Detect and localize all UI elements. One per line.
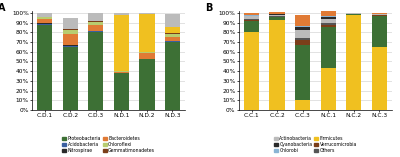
Bar [270,20,285,110]
Bar [270,14,285,15]
Bar [114,71,129,72]
Bar [88,25,104,31]
Bar [320,27,336,68]
Bar [270,15,285,16]
Bar [88,31,104,32]
Text: A: A [0,3,6,13]
Bar [37,19,52,23]
Bar [270,17,285,20]
Bar [37,17,52,19]
Bar [244,19,259,20]
Bar [320,23,336,24]
Bar [372,13,387,14]
Bar [139,13,154,14]
Bar [372,16,387,47]
Bar [372,47,387,110]
Bar [270,12,285,14]
Bar [139,60,154,110]
Bar [63,18,78,29]
Bar [139,53,154,59]
Bar [139,52,154,53]
Bar [295,40,310,45]
Bar [320,16,336,17]
Bar [139,14,154,52]
Bar [88,32,104,110]
Bar [244,20,259,21]
Bar [63,47,78,110]
Bar [295,15,310,26]
Bar [165,14,180,27]
Bar [114,13,129,15]
Bar [114,73,129,110]
Bar [295,100,310,110]
Bar [346,15,361,110]
Bar [295,27,310,30]
Bar [63,29,78,30]
Bar [37,24,52,110]
Bar [295,45,310,100]
Bar [63,45,78,46]
Bar [63,30,78,34]
Bar [88,22,104,25]
Bar [295,26,310,27]
Bar [165,33,180,34]
Bar [165,37,180,41]
Bar [37,23,52,24]
Bar [165,27,180,33]
Bar [372,14,387,15]
Bar [88,21,104,22]
Bar [320,68,336,110]
Bar [165,41,180,42]
Bar [346,14,361,15]
Bar [372,15,387,16]
Bar [63,46,78,47]
Bar [295,38,310,40]
Bar [114,15,129,71]
Bar [244,13,259,15]
Legend: Proteobacteria, Acidobacteria, Nitrospirae, Bacteroidetes, Chloroflexi, Gemmatim: Proteobacteria, Acidobacteria, Nitrospir… [60,134,157,155]
Bar [37,13,52,17]
Bar [320,19,336,23]
Legend: Actinobacteria, Cyanobacteria, Chlorobi, Firmicutes, Verrucomicrobia, Others: Actinobacteria, Cyanobacteria, Chlorobi,… [272,134,359,155]
Bar [165,34,180,37]
Bar [244,21,259,32]
Bar [139,59,154,60]
Bar [165,42,180,110]
Bar [295,30,310,38]
Bar [63,34,78,45]
Bar [114,72,129,73]
Bar [320,17,336,19]
Bar [244,16,259,19]
Bar [88,13,104,21]
Bar [320,24,336,27]
Bar [270,16,285,17]
Bar [346,13,361,14]
Bar [320,10,336,16]
Bar [244,32,259,110]
Bar [244,15,259,16]
Text: B: B [205,3,212,13]
